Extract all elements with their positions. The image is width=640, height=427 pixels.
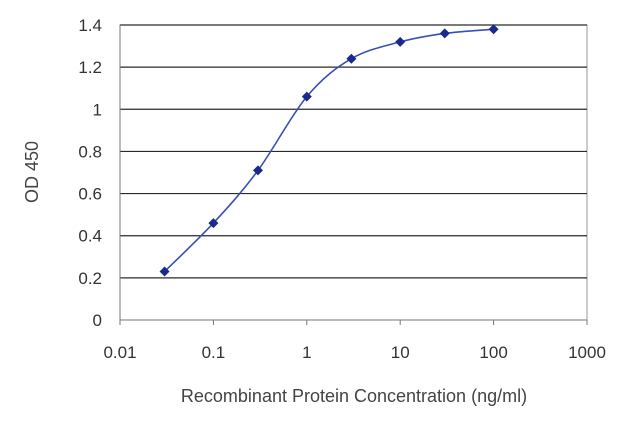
data-point-5	[395, 36, 406, 47]
x-tick-label: 0.1	[202, 343, 226, 362]
y-tick-label: 1	[93, 100, 102, 119]
x-tick-label: 1	[302, 343, 311, 362]
x-axis-title: Recombinant Protein Concentration (ng/ml…	[181, 386, 527, 406]
data-point-1	[208, 218, 219, 229]
data-point-0	[159, 266, 170, 277]
data-point-3	[301, 91, 312, 102]
y-tick-label: 0.4	[78, 227, 102, 246]
y-axis-title: OD 450	[22, 141, 42, 203]
y-tick-label: 0	[93, 311, 102, 330]
x-tick-label: 10	[391, 343, 410, 362]
plot-area	[119, 24, 588, 321]
y-tick-label: 1.4	[78, 16, 102, 35]
data-point-7	[488, 24, 499, 35]
x-tick-label: 0.01	[103, 343, 136, 362]
data-point-2	[252, 165, 263, 176]
y-tick-label: 0.8	[78, 142, 102, 161]
y-tick-label: 1.2	[78, 58, 102, 77]
y-tick-label: 0.2	[78, 269, 102, 288]
x-tick-label: 1000	[568, 343, 606, 362]
data-point-4	[346, 53, 357, 64]
data-point-6	[439, 28, 450, 39]
x-tick-label: 100	[479, 343, 507, 362]
y-tick-label: 0.6	[78, 185, 102, 204]
